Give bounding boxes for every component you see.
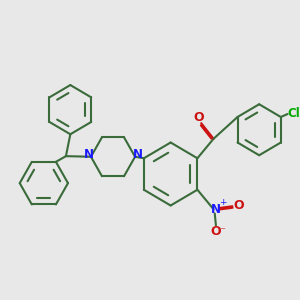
Text: O: O xyxy=(211,225,221,238)
Text: O: O xyxy=(233,199,244,212)
Text: N: N xyxy=(132,148,142,161)
Text: O: O xyxy=(194,111,204,124)
Text: +: + xyxy=(219,198,227,207)
Text: N: N xyxy=(211,203,221,216)
Text: Cl: Cl xyxy=(287,107,300,120)
Text: ⁻: ⁻ xyxy=(220,226,225,236)
Text: N: N xyxy=(84,148,94,161)
